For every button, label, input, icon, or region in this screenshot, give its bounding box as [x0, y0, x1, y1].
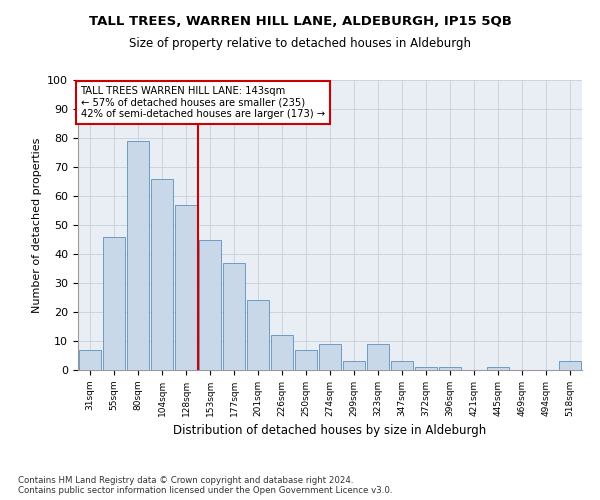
- Text: TALL TREES WARREN HILL LANE: 143sqm
← 57% of detached houses are smaller (235)
4: TALL TREES WARREN HILL LANE: 143sqm ← 57…: [80, 86, 325, 119]
- Bar: [367, 344, 389, 370]
- Bar: [439, 367, 461, 370]
- Bar: [79, 350, 101, 370]
- Bar: [391, 362, 413, 370]
- Y-axis label: Number of detached properties: Number of detached properties: [32, 138, 42, 312]
- Bar: [295, 350, 317, 370]
- Bar: [127, 141, 149, 370]
- Bar: [271, 335, 293, 370]
- Bar: [103, 236, 125, 370]
- Bar: [199, 240, 221, 370]
- Bar: [151, 178, 173, 370]
- Bar: [247, 300, 269, 370]
- Text: Contains HM Land Registry data © Crown copyright and database right 2024.
Contai: Contains HM Land Registry data © Crown c…: [18, 476, 392, 495]
- Text: Size of property relative to detached houses in Aldeburgh: Size of property relative to detached ho…: [129, 38, 471, 51]
- Text: TALL TREES, WARREN HILL LANE, ALDEBURGH, IP15 5QB: TALL TREES, WARREN HILL LANE, ALDEBURGH,…: [89, 15, 511, 28]
- Bar: [319, 344, 341, 370]
- Bar: [415, 367, 437, 370]
- Bar: [175, 204, 197, 370]
- Bar: [223, 262, 245, 370]
- Bar: [559, 362, 581, 370]
- Bar: [343, 362, 365, 370]
- Bar: [487, 367, 509, 370]
- X-axis label: Distribution of detached houses by size in Aldeburgh: Distribution of detached houses by size …: [173, 424, 487, 438]
